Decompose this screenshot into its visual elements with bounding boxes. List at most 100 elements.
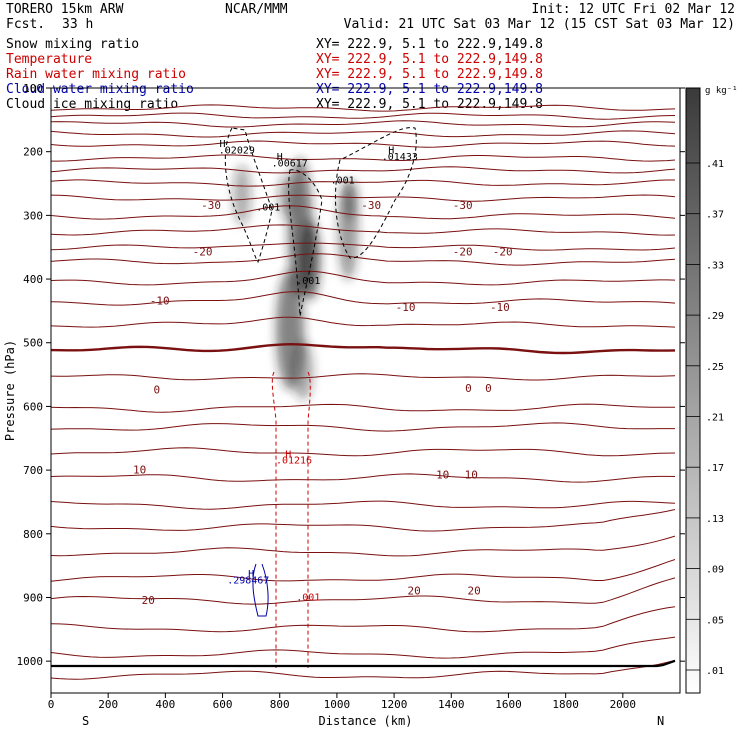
y-tick-label: 600 [23, 400, 43, 413]
temperature-line [51, 473, 676, 483]
x-tick-label: 2000 [610, 698, 637, 711]
max-label: .001 [296, 593, 320, 604]
temperature-line [51, 179, 675, 187]
colorbar: .01 .05 .09 .13 .17 .21 .25 .29 .33 .37 .41 g kg⁻¹ [685, 86, 738, 694]
temperature-line [51, 140, 676, 148]
mixing-ratio-contours [224, 127, 417, 668]
x-axis-label: Distance (km) [319, 714, 413, 728]
forecast-label: Fcst. [6, 17, 45, 32]
temperature-line [51, 373, 676, 381]
x-tick-label: 1400 [438, 698, 465, 711]
forecast-hours: 33 h [62, 17, 93, 32]
colorbar-label: .37 [706, 210, 724, 221]
snow-shading [233, 158, 358, 400]
legend-xy: XY= 222.9, 5.1 to 222.9,149.8 [316, 82, 543, 97]
max-label: H [248, 569, 254, 580]
temperature-label: 20 [142, 594, 155, 607]
y-axis-label: Pressure (hPa) [3, 340, 17, 441]
snow-blob [342, 180, 358, 220]
colorbar-label: .41 [706, 159, 724, 170]
legend-xy: XY= 222.9, 5.1 to 222.9,149.8 [316, 97, 543, 112]
temperature-line [51, 224, 676, 236]
temperature-line [51, 194, 676, 202]
snow-blob [300, 220, 320, 300]
max-label: .00617 [272, 158, 308, 169]
temperature-label: -10 [490, 301, 510, 314]
temperature-label: -30 [453, 199, 473, 212]
temperature-contours [51, 104, 676, 680]
temperature-label: 10 [465, 468, 478, 481]
temperature-line [51, 270, 676, 286]
max-label: .001 [296, 276, 320, 287]
temperature-line [51, 636, 676, 659]
temperature-line [51, 112, 676, 120]
max-label: .298467 [227, 575, 269, 586]
y-tick-label: 1000 [17, 655, 44, 668]
temperature-line [51, 606, 676, 633]
max-label: H [277, 152, 283, 163]
center-name: NCAR/MMM [225, 2, 288, 17]
mixing-contour [224, 127, 273, 264]
x-tick-label: 400 [155, 698, 175, 711]
max-label: H [388, 146, 394, 157]
colorbar-label: .21 [706, 413, 724, 424]
init-time: Init: 12 UTC Fri 02 Mar 12 [532, 2, 736, 17]
max-label: .001 [256, 202, 280, 213]
y-tick-label: 700 [23, 464, 43, 477]
colorbar-label: .01 [706, 666, 724, 677]
mixing-contour [288, 169, 323, 317]
temperature-label: 10 [133, 463, 146, 476]
x-tick-label: 1200 [381, 698, 408, 711]
y-tick-label: 500 [23, 337, 43, 350]
temperature-label: 0 [153, 384, 160, 397]
temperature-line [51, 316, 676, 328]
legend-label: Snow mixing ratio [6, 37, 139, 52]
x-right-label: N [657, 714, 664, 728]
colorbar-label: .33 [706, 260, 724, 271]
colorbar-label: .29 [706, 311, 724, 322]
y-tick-label: 400 [23, 273, 43, 286]
legend-label: Cloud water mixing ratio [6, 82, 194, 97]
mixing-contour [271, 371, 311, 668]
temperature-line [51, 154, 676, 162]
temperature-line [51, 659, 676, 680]
temperature-line [51, 422, 675, 432]
x-tick-label: 1800 [552, 698, 579, 711]
colorbar-unit: g kg⁻¹ [705, 86, 738, 96]
temperature-line [51, 535, 676, 557]
plot-frame [50, 87, 681, 694]
colorbar-label: .09 [706, 565, 724, 576]
temperature-label: 0 [465, 382, 472, 395]
legend-label: Rain water mixing ratio [6, 67, 186, 82]
x-tick-label: 600 [213, 698, 233, 711]
max-label: .01216 [276, 456, 312, 467]
temperature-label: -30 [361, 199, 381, 212]
legend-label: Temperature [6, 52, 92, 67]
y-tick-label: 800 [23, 528, 43, 541]
x-tick-label: 1000 [324, 698, 351, 711]
snow-blob [293, 340, 313, 400]
temperature-label: 0 [485, 382, 492, 395]
terrain-line [51, 659, 676, 668]
temperature-line [51, 403, 675, 413]
legend-xy: XY= 222.9, 5.1 to 222.9,149.8 [316, 52, 543, 67]
colorbar-label: .05 [706, 615, 724, 626]
model-title: TORERO 15km ARW [6, 2, 124, 17]
x-tick-label: 1600 [495, 698, 522, 711]
max-label: H [220, 139, 226, 150]
max-label: .02029 [219, 146, 255, 157]
y-tick-label: 300 [23, 209, 43, 222]
colorbar-label: .17 [706, 463, 724, 474]
temperature-label: 10 [436, 468, 449, 481]
temperature-label: -10 [396, 301, 416, 314]
temperature-line [51, 447, 676, 457]
temperature-line [51, 577, 676, 605]
max-label: .001 [331, 176, 355, 187]
y-tick-label: 900 [23, 591, 43, 604]
temperature-label: -20 [193, 245, 213, 258]
temperature-line [51, 291, 676, 306]
contour-labels: -30 -30 -30-20 -20 -20-10 -10 -100 0 010 10 102020… [133, 139, 513, 607]
x-tick-label: 800 [270, 698, 290, 711]
legend-xy: XY= 222.9, 5.1 to 222.9,149.8 [316, 37, 543, 52]
